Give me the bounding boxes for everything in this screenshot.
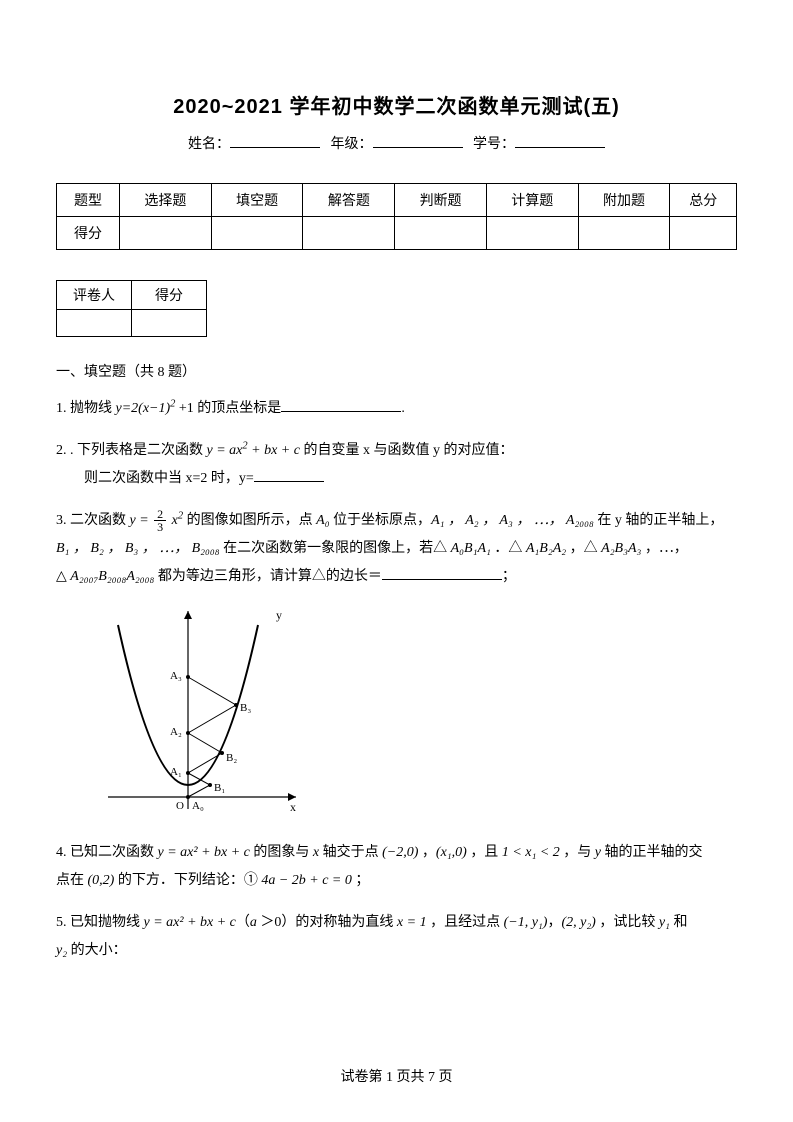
score-cell xyxy=(486,217,578,250)
page-title: 2020~2021 学年初中数学二次函数单元测试(五) xyxy=(56,90,737,119)
answer-blank xyxy=(281,397,401,412)
table-row: 评卷人 得分 xyxy=(57,281,207,310)
grader-table: 评卷人 得分 xyxy=(56,280,207,337)
score-cell xyxy=(395,217,487,250)
col-header: 判断题 xyxy=(395,184,487,217)
score-cell xyxy=(211,217,303,250)
q2-expr: y = ax2 + bx + c xyxy=(207,443,300,458)
col-header: 总分 xyxy=(670,184,737,217)
question-3: 3. 二次函数 y = 23 x2 的图像如图所示，点 A₀ 位于坐标原点，A₁… xyxy=(56,507,737,591)
question-4: 4. 已知二次函数 y = ax² + bx + c 的图象与 x 轴交于点 (… xyxy=(56,839,737,895)
grader-header: 评卷人 xyxy=(57,281,132,310)
page-footer: 试卷第 1 页共 7 页 xyxy=(0,1066,793,1086)
q3-line3: △ A₂₀₀₇B₂₀₀₈A₂₀₀₈ 都为等边三角形，请计算△的边长＝； xyxy=(56,563,737,591)
name-label: 姓名： xyxy=(188,137,230,152)
origin-label: O xyxy=(176,800,184,812)
col-header: 填空题 xyxy=(211,184,303,217)
table-row: 题型 选择题 填空题 解答题 判断题 计算题 附加题 总分 xyxy=(57,184,737,217)
q4-line2: 点在 (0,2) 的下方．下列结论：① 4a − 2b + c = 0 ； xyxy=(56,867,737,895)
q3-tail: 在 y 轴的正半轴上， xyxy=(594,513,724,528)
grade-label: 年级： xyxy=(331,137,373,152)
q2-line2: 则二次函数中当 x=2 时，y= xyxy=(56,465,737,493)
row-label: 题型 xyxy=(57,184,120,217)
q3-line2: B₁ ， B₂ ， B₃ ， ⋯， B₂₀₀₈ 在二次函数第一象限的图像上，若△… xyxy=(56,535,737,563)
grade-blank xyxy=(373,133,463,148)
score-cell xyxy=(120,217,212,250)
q5-line2: y₂ 的大小： xyxy=(56,937,737,965)
score-cell xyxy=(578,217,670,250)
col-header: 解答题 xyxy=(303,184,395,217)
q3-post: 位于坐标原点， xyxy=(330,513,432,528)
B3-label: B₃ xyxy=(240,702,251,714)
q1-post1: +1 的顶点坐标是 xyxy=(175,401,281,416)
col-header: 附加题 xyxy=(578,184,670,217)
id-label: 学号： xyxy=(473,137,515,152)
student-meta: 姓名： 年级： 学号： xyxy=(56,133,737,153)
B1-label: B₁ xyxy=(214,782,225,794)
question-2: 2. . 下列表格是二次函数 y = ax2 + bx + c 的自变量 x 与… xyxy=(56,437,737,493)
q1-expr: y=2(x−1)2 xyxy=(116,401,176,416)
grader-cell xyxy=(57,310,132,337)
A3-label: A₃ xyxy=(170,670,182,682)
score-table: 题型 选择题 填空题 解答题 判断题 计算题 附加题 总分 得分 xyxy=(56,183,737,250)
name-blank xyxy=(230,133,320,148)
axis-y-label: y xyxy=(276,608,282,622)
answer-blank xyxy=(254,467,324,482)
A2-label: A₂ xyxy=(170,726,182,738)
grader-header: 得分 xyxy=(132,281,207,310)
id-blank xyxy=(515,133,605,148)
question-1: 1. 抛物线 y=2(x−1)2 +1 的顶点坐标是. xyxy=(56,395,737,423)
q2-l1post: 的自变量 x 与函数值 y 的对应值： xyxy=(300,443,514,458)
seq: B₁ ， B₂ ， B₃ ， ⋯， B₂₀₀₈ xyxy=(56,541,220,556)
score-cell xyxy=(303,217,395,250)
row-label: 得分 xyxy=(57,217,120,250)
B2-label: B₂ xyxy=(226,752,237,764)
q3-expr: y = 23 x2 xyxy=(130,513,184,528)
parabola-figure: y x O A₀ A₁ A₂ A₃ B₁ B₂ B₃ xyxy=(100,605,300,825)
q3-mid: 的图像如图所示，点 xyxy=(183,513,316,528)
q3-pre: 3. 二次函数 xyxy=(56,513,130,528)
exam-page: 2020~2021 学年初中数学二次函数单元测试(五) 姓名： 年级： 学号： … xyxy=(0,0,793,1122)
axis-x-label: x xyxy=(290,800,296,814)
seq: A₁ ， A₂ ， A₃ ， ⋯， A₂₀₀₈ xyxy=(431,513,594,528)
A1-label: A₁ xyxy=(170,766,182,778)
q1-pre: 1. 抛物线 xyxy=(56,401,116,416)
col-header: 计算题 xyxy=(486,184,578,217)
question-5: 5. 已知抛物线 y = ax² + bx + c（a ＞0）的对称轴为直线 x… xyxy=(56,909,737,965)
A0-label: A₀ xyxy=(192,800,204,812)
q1-post2: . xyxy=(401,401,405,416)
section-heading: 一、填空题（共 8 题） xyxy=(56,361,737,381)
answer-blank xyxy=(382,565,502,580)
q2-l1pre: 2. . 下列表格是二次函数 xyxy=(56,443,207,458)
grader-cell xyxy=(132,310,207,337)
col-header: 选择题 xyxy=(120,184,212,217)
table-row: 得分 xyxy=(57,217,737,250)
table-row xyxy=(57,310,207,337)
score-cell xyxy=(670,217,737,250)
a0: A₀ xyxy=(316,513,329,528)
